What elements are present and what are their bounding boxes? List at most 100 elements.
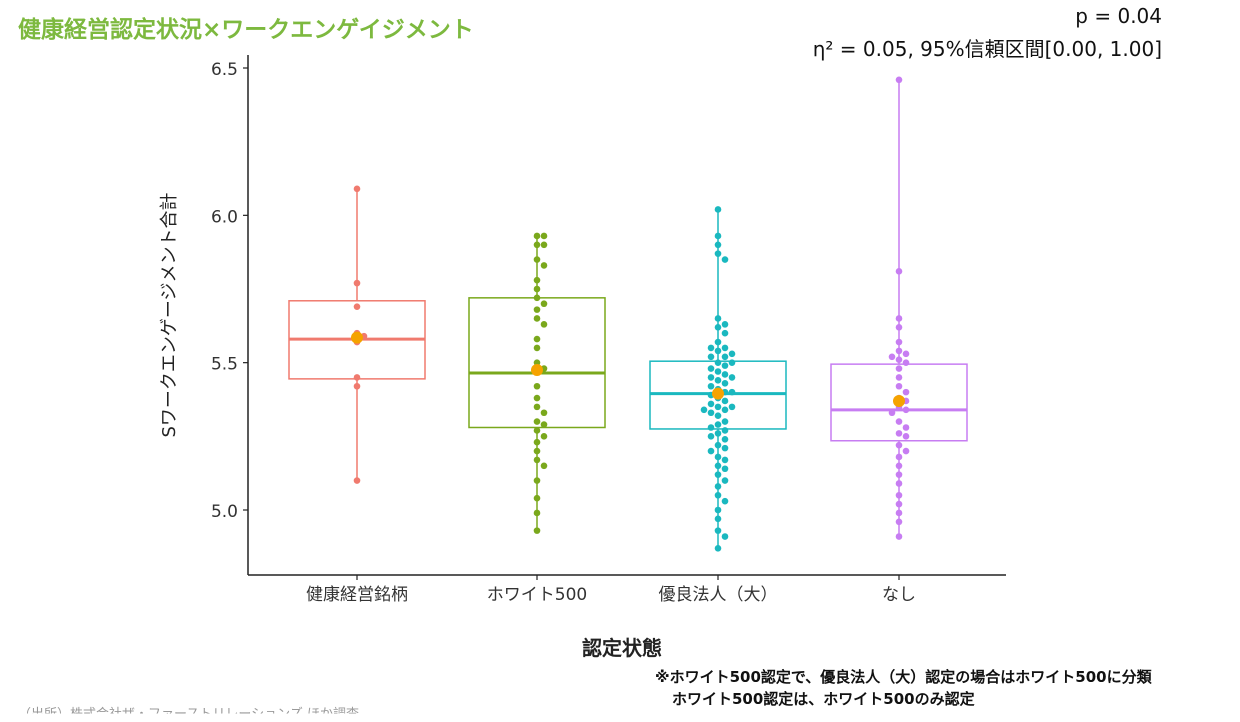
data-point bbox=[728, 374, 736, 381]
data-point bbox=[888, 353, 896, 361]
data-point bbox=[533, 394, 541, 402]
data-point bbox=[895, 324, 903, 331]
data-point bbox=[353, 382, 361, 390]
data-point bbox=[533, 477, 541, 484]
effect-size-text: η² = 0.05, 95%信頼区間[0.00, 1.00] bbox=[812, 37, 1162, 61]
y-tick-label: 5.5 bbox=[211, 355, 238, 375]
data-point bbox=[895, 480, 903, 487]
data-point bbox=[895, 76, 903, 84]
data-point bbox=[895, 338, 903, 346]
source-note: （出所）株式会社ザ・ファーストリレーションズ ほか調査 bbox=[18, 707, 359, 722]
data-point bbox=[533, 276, 541, 284]
data-point bbox=[721, 362, 729, 369]
data-point bbox=[714, 421, 722, 428]
y-axis-title: Sワークエンゲージメント合計 bbox=[159, 192, 180, 437]
data-point bbox=[714, 206, 722, 213]
data-point bbox=[902, 424, 910, 431]
data-point bbox=[721, 465, 729, 473]
data-point bbox=[895, 347, 903, 355]
data-point bbox=[353, 279, 361, 287]
data-point bbox=[895, 509, 903, 517]
data-point bbox=[721, 379, 729, 387]
y-tick-label: 6.5 bbox=[211, 60, 238, 80]
data-point bbox=[540, 321, 548, 328]
data-point bbox=[895, 533, 903, 540]
data-point bbox=[707, 344, 715, 352]
data-point bbox=[895, 418, 903, 425]
data-point bbox=[895, 453, 903, 461]
data-point bbox=[895, 430, 903, 437]
data-point bbox=[707, 424, 715, 431]
data-point bbox=[895, 500, 903, 508]
data-point bbox=[714, 412, 722, 420]
data-point bbox=[714, 506, 722, 514]
data-point bbox=[721, 427, 729, 434]
data-point bbox=[707, 353, 715, 361]
data-point bbox=[700, 406, 708, 414]
data-point bbox=[721, 477, 729, 484]
data-point bbox=[895, 315, 903, 322]
data-point bbox=[714, 441, 722, 449]
data-point bbox=[707, 433, 715, 440]
data-point bbox=[533, 403, 541, 411]
data-point bbox=[714, 359, 722, 366]
data-point bbox=[721, 418, 729, 425]
mean-marker bbox=[893, 394, 905, 407]
data-point bbox=[353, 185, 361, 193]
data-point bbox=[721, 435, 729, 443]
data-point bbox=[714, 430, 722, 437]
data-point bbox=[902, 350, 910, 358]
x-tick-label: 健康経営銘柄 bbox=[306, 585, 408, 605]
data-point bbox=[721, 329, 729, 337]
data-point bbox=[721, 406, 729, 414]
data-point bbox=[533, 427, 541, 434]
data-point bbox=[714, 315, 722, 322]
data-point bbox=[353, 477, 361, 484]
data-point bbox=[895, 356, 903, 364]
y-tick-label: 5.0 bbox=[211, 502, 238, 522]
data-point bbox=[721, 533, 729, 540]
data-point bbox=[895, 268, 903, 275]
x-tick-label: ホワイト500 bbox=[487, 585, 587, 605]
data-point bbox=[902, 406, 910, 414]
y-tick-label: 6.0 bbox=[211, 207, 238, 227]
data-point bbox=[533, 494, 541, 502]
data-point bbox=[895, 365, 903, 372]
data-point bbox=[707, 382, 715, 390]
data-point bbox=[895, 471, 903, 478]
x-tick-label: なし bbox=[882, 585, 916, 605]
data-point bbox=[714, 462, 722, 470]
data-point bbox=[888, 409, 896, 417]
data-point bbox=[721, 344, 729, 352]
data-point bbox=[353, 303, 361, 310]
data-point bbox=[714, 491, 722, 499]
data-point bbox=[540, 462, 548, 470]
data-point bbox=[714, 483, 722, 490]
data-point bbox=[533, 509, 541, 517]
data-point bbox=[721, 321, 729, 328]
data-point bbox=[707, 409, 715, 417]
data-point bbox=[540, 433, 548, 440]
data-point bbox=[540, 409, 548, 417]
data-point bbox=[714, 377, 722, 384]
data-point bbox=[728, 350, 736, 358]
mean-marker bbox=[351, 331, 363, 344]
footnote-2: ホワイト500認定は、ホワイト500のみ認定 bbox=[672, 690, 975, 708]
data-point bbox=[895, 462, 903, 470]
data-point bbox=[533, 306, 541, 313]
data-point bbox=[728, 359, 736, 366]
data-point bbox=[714, 324, 722, 331]
data-point bbox=[714, 515, 722, 523]
data-point bbox=[533, 294, 541, 302]
data-point bbox=[728, 388, 736, 396]
data-point bbox=[540, 421, 548, 428]
data-point bbox=[714, 347, 722, 355]
data-point bbox=[533, 285, 541, 293]
data-point bbox=[902, 359, 910, 366]
data-point bbox=[895, 374, 903, 381]
data-point bbox=[714, 471, 722, 478]
data-point bbox=[714, 403, 722, 411]
data-point bbox=[707, 374, 715, 381]
data-point bbox=[533, 382, 541, 390]
